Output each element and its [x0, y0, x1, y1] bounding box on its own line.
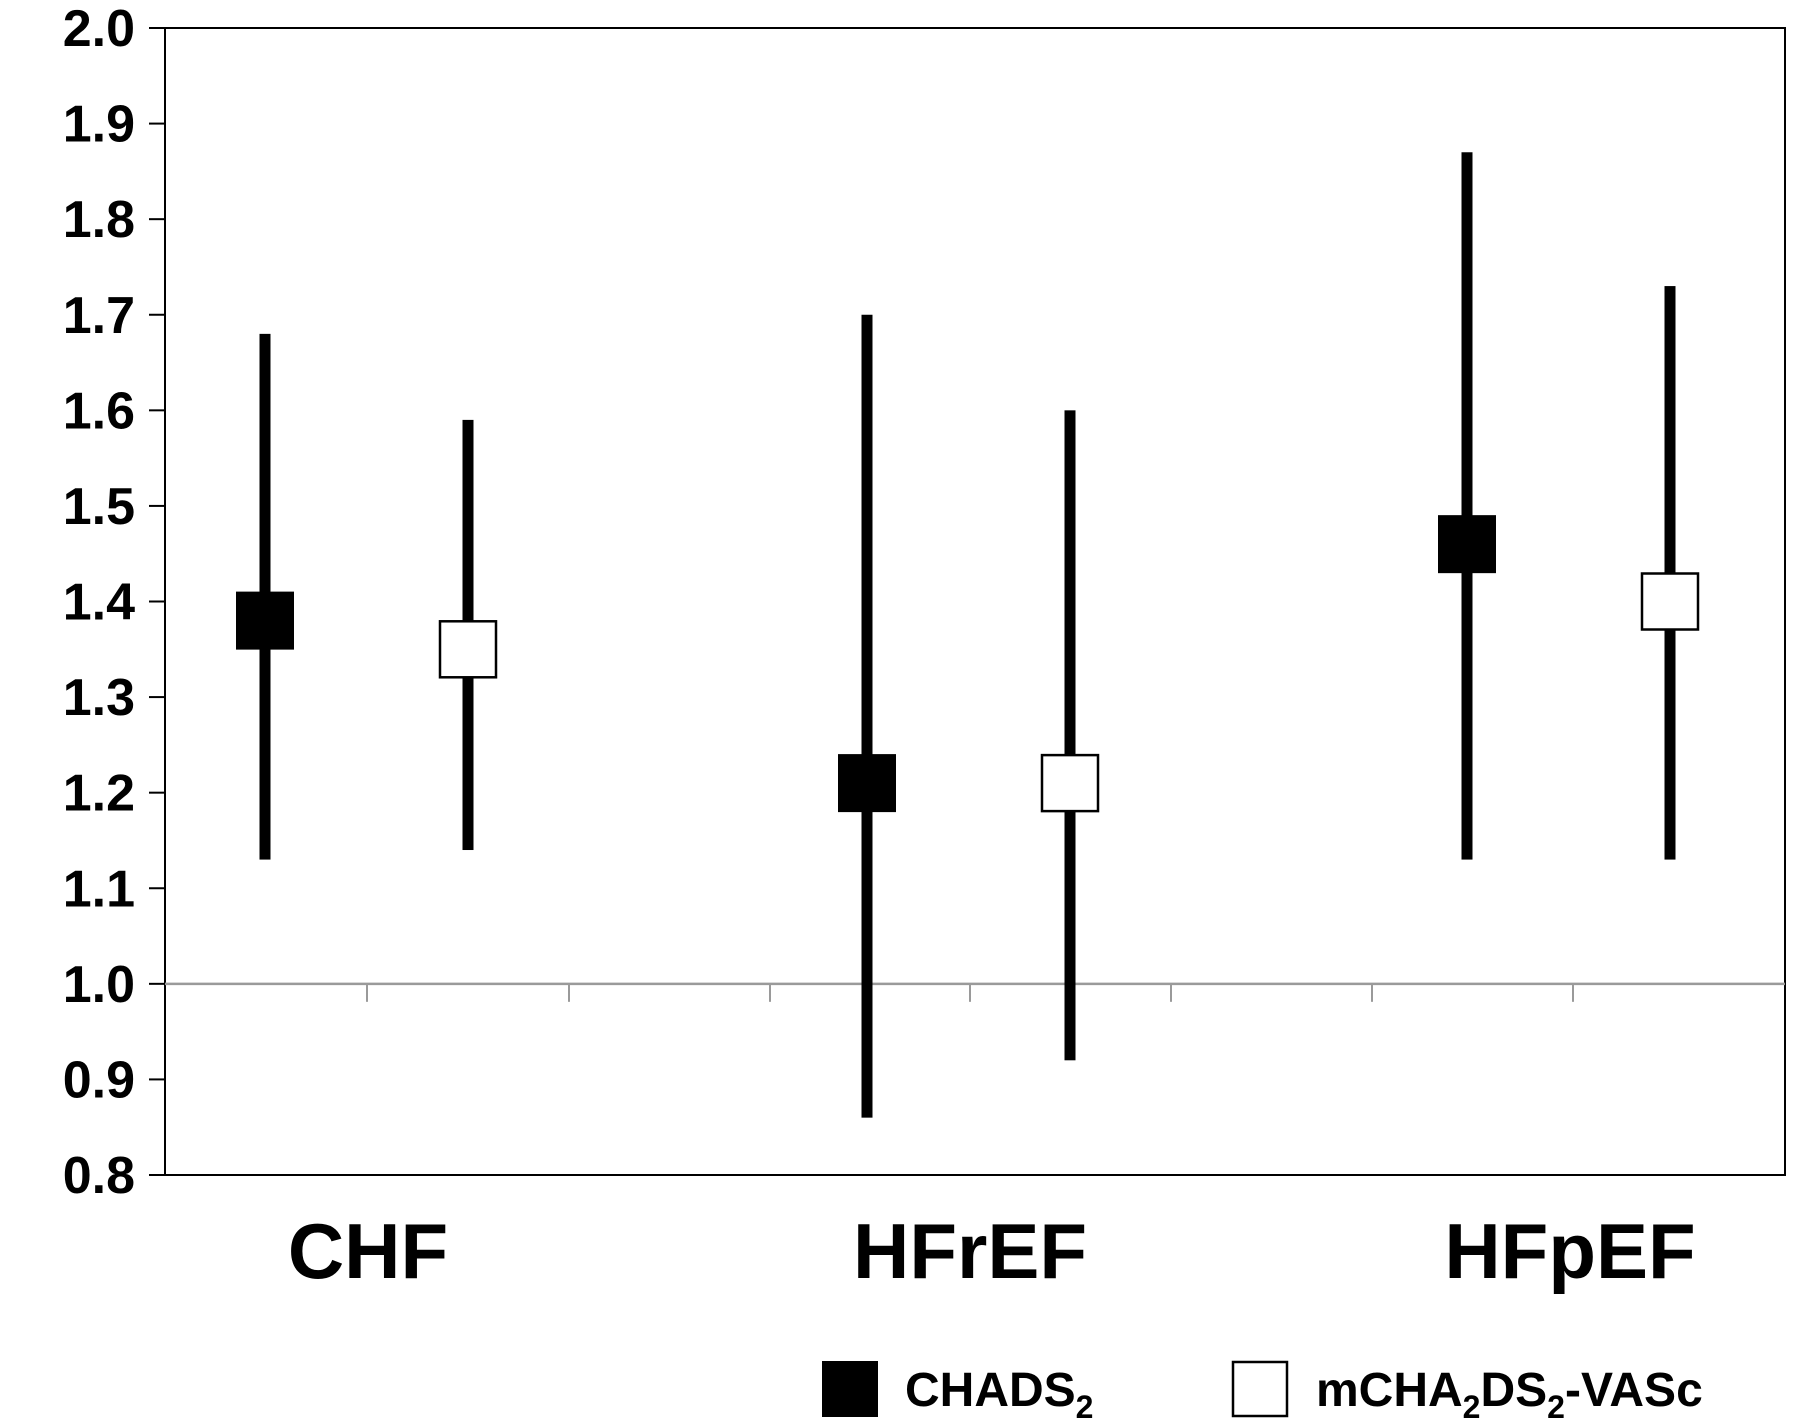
- ci-bar: [1461, 152, 1473, 860]
- ci-bar: [861, 314, 873, 1118]
- plot-border: [164, 27, 1786, 1176]
- legend-marker-filled: [822, 1361, 878, 1417]
- y-tick-label: 0.8: [63, 1147, 135, 1205]
- x-axis-ticks: [366, 983, 1574, 1002]
- y-tick-label: 0.9: [63, 1051, 135, 1109]
- series-group: [236, 152, 1700, 1118]
- category-label: HFpEF: [1444, 1207, 1695, 1295]
- point-estimate-filled: [838, 754, 896, 813]
- data-point-group: [236, 333, 294, 860]
- data-point-group: [1040, 410, 1100, 1061]
- y-tick-label: 1.2: [63, 765, 135, 823]
- y-tick-label: 1.7: [63, 287, 135, 345]
- y-tick-label: 1.3: [63, 669, 135, 727]
- category-labels: CHF HFrEF HFpEF: [288, 1207, 1696, 1295]
- y-axis: 0.8 0.9 1.0 1.1 1.2 1.3 1.4 1.5 1.6 1.7 1.8 1.9 2.0: [63, 0, 165, 1205]
- y-tick-label: 1.9: [63, 96, 135, 154]
- legend: CHADS2 mCHA2DS2-VASc: [822, 1360, 1703, 1423]
- y-tick-label: 1.1: [63, 860, 135, 918]
- data-point-group: [838, 314, 896, 1118]
- data-point-group: [1640, 286, 1700, 860]
- y-tick-label: 1.6: [63, 382, 135, 440]
- y-tick-label: 1.4: [63, 574, 135, 632]
- data-point-group: [1438, 152, 1496, 860]
- category-label: CHF: [288, 1207, 448, 1295]
- y-tick-label: 2.0: [63, 0, 135, 58]
- legend-label: mCHA2DS2-VASc: [1316, 1364, 1703, 1423]
- category-label: HFrEF: [853, 1207, 1087, 1295]
- plot-frame: [164, 27, 1786, 1176]
- y-tick-label: 1.8: [63, 191, 135, 249]
- point-estimate-filled: [236, 591, 294, 650]
- point-estimate-open: [438, 620, 498, 679]
- y-tick-label: 1.0: [63, 956, 135, 1014]
- legend-label: CHADS2: [905, 1364, 1093, 1423]
- point-estimate-filled: [1438, 515, 1496, 574]
- legend-marker-open: [1231, 1360, 1289, 1418]
- ci-bar: [1064, 410, 1076, 1061]
- point-estimate-open: [1040, 753, 1100, 813]
- y-tick-label: 1.5: [63, 478, 135, 536]
- data-point-group: [438, 419, 498, 851]
- point-estimate-open: [1640, 572, 1700, 631]
